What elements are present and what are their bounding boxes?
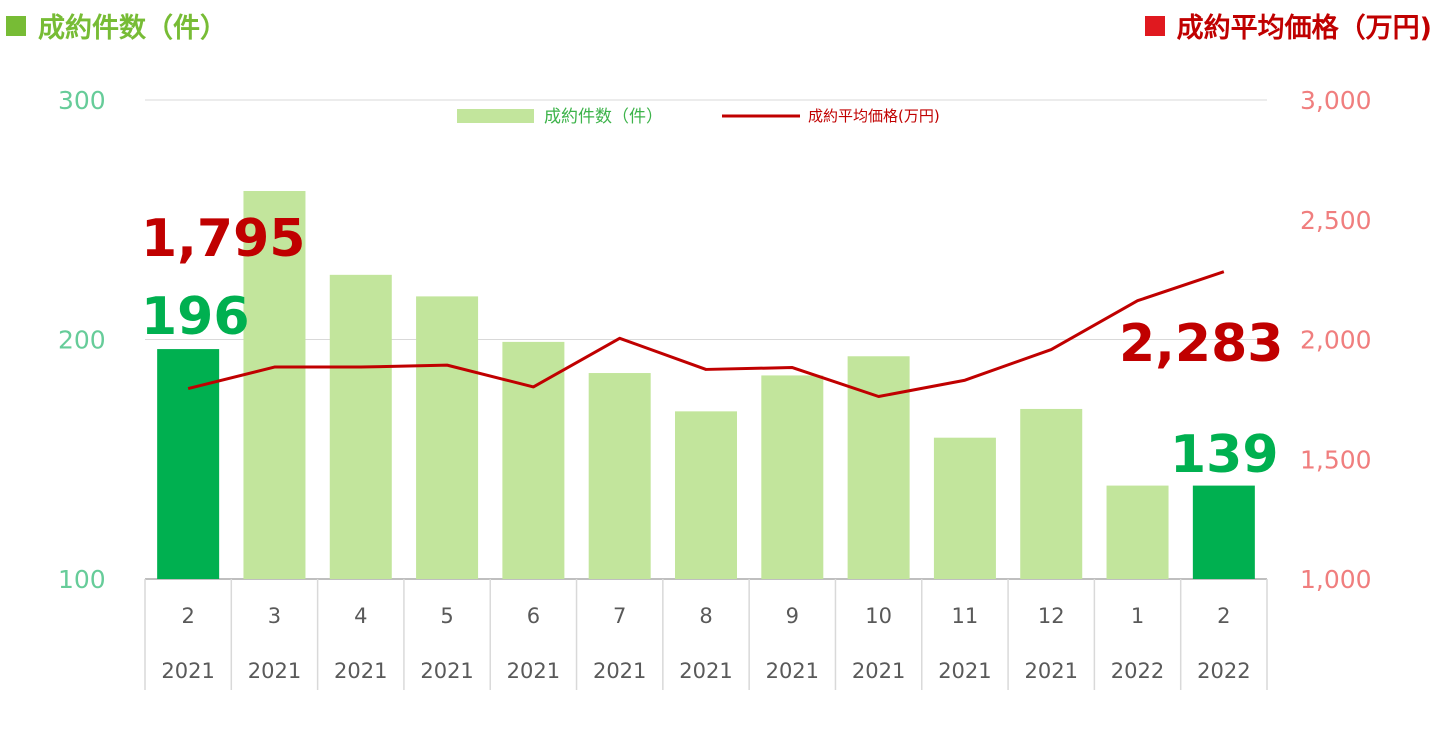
data-label-last-price: 2,283 [1119,314,1283,374]
month-label-7: 9 [786,604,799,628]
month-label-12: 2 [1217,604,1230,628]
month-label-5: 7 [613,604,626,628]
data-label-first-price: 1,795 [141,209,305,269]
year-label-0: 2021 [161,659,214,683]
bar-5 [588,373,651,579]
legend-bar-label: 成約件数（件） [544,107,663,127]
year-label-3: 2021 [420,659,473,683]
month-label-6: 8 [699,604,712,628]
left-axis-ticks: 100 200 300 [58,86,106,594]
bar-7 [761,375,824,579]
month-label-3: 5 [440,604,453,628]
data-label-first-count: 196 [141,287,250,347]
legend: 成約件数（件） 成約平均価格(万円) [457,107,940,127]
year-label-4: 2021 [507,659,560,683]
bar-6 [675,411,737,579]
green-square-icon [6,15,26,36]
bar-11 [1106,485,1169,579]
bar-9 [933,437,996,579]
month-label-8: 10 [865,604,892,628]
right-tick-2000: 2,000 [1300,326,1372,355]
right-axis-ticks: 1,000 1,500 2,000 2,500 3,000 [1300,86,1372,594]
bar-3 [416,296,479,579]
right-axis-title: 成約平均価格（万円) [1144,6,1432,45]
year-label-10: 2021 [1025,659,1078,683]
left-axis-title: 成約件数（件） [6,6,227,45]
month-label-10: 12 [1038,604,1065,628]
right-axis-title-text: 成約平均価格（万円) [1176,13,1432,44]
year-label-5: 2021 [593,659,646,683]
right-tick-1000: 1,000 [1300,565,1372,594]
line-series [187,270,1225,399]
right-tick-2500: 2,500 [1300,206,1372,235]
month-label-0: 2 [181,604,194,628]
year-label-12: 2022 [1197,659,1250,683]
left-axis-title-text: 成約件数（件） [38,13,227,44]
year-label-1: 2021 [248,659,301,683]
left-tick-300: 300 [58,86,106,115]
data-label-last-count: 139 [1170,425,1279,485]
year-label-11: 2022 [1111,659,1164,683]
year-label-6: 2021 [679,659,732,683]
category-table: 2 2021 3 2021 4 2021 5 2021 6 2021 7 2021 8 2021 9 2021… [144,579,1268,690]
bar-4 [502,341,565,579]
bar-10 [1020,408,1083,579]
year-label-8: 2021 [852,659,905,683]
month-label-1: 3 [268,604,281,628]
month-label-2: 4 [354,604,367,628]
left-tick-200: 200 [58,326,106,355]
bar-1 [243,191,306,579]
left-tick-100: 100 [58,565,106,594]
month-label-11: 1 [1131,604,1144,628]
legend-bar-swatch [457,109,534,123]
year-label-7: 2021 [766,659,819,683]
month-label-4: 6 [527,604,540,628]
right-tick-3000: 3,000 [1300,86,1372,115]
bar-2 [329,274,392,579]
bar-series [157,191,1255,579]
month-label-9: 11 [952,604,979,628]
year-label-9: 2021 [938,659,991,683]
year-label-2: 2021 [334,659,387,683]
right-tick-1500: 1,500 [1300,445,1372,474]
red-square-icon [1144,15,1165,36]
bar-12 [1192,485,1255,579]
legend-line-label: 成約平均価格(万円) [808,107,940,125]
